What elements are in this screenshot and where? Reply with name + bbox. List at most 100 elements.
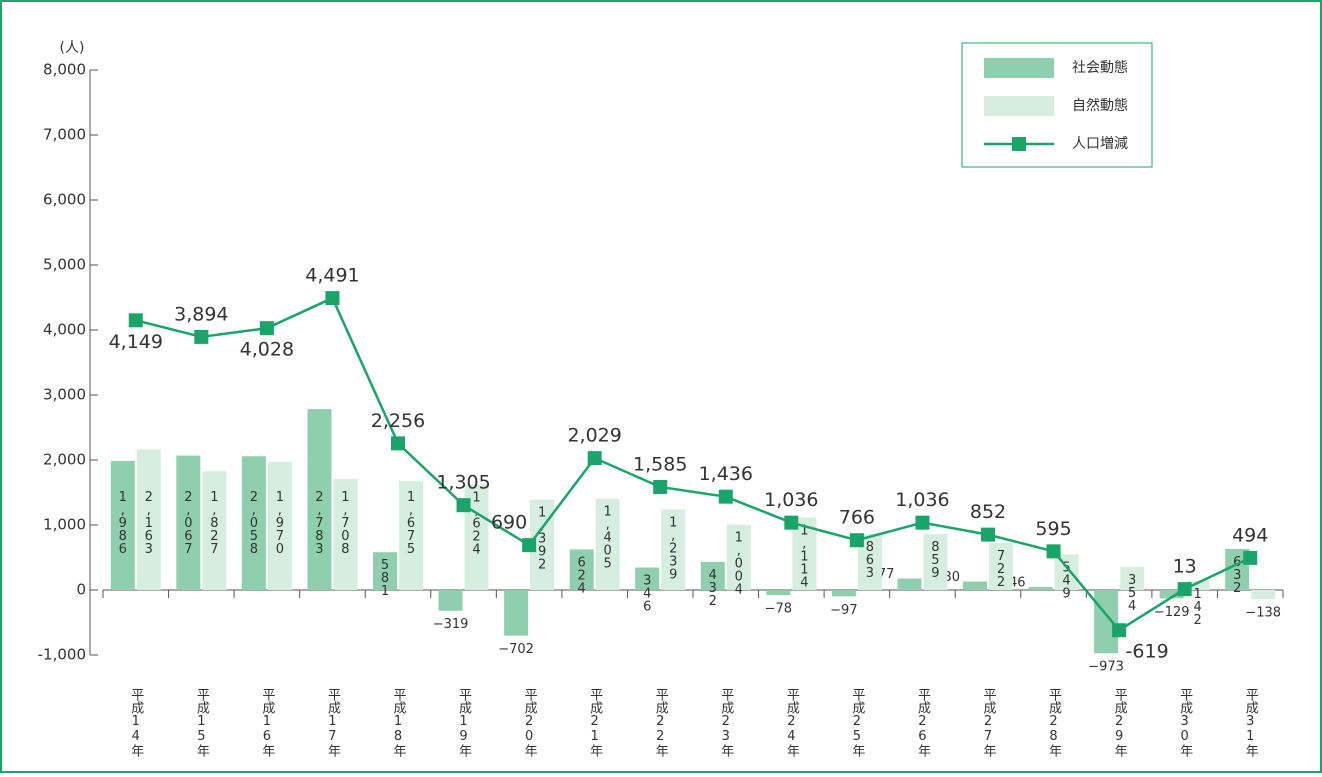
x-tick-label: 平成19年 — [456, 688, 472, 757]
bar — [831, 590, 856, 597]
bar — [1251, 590, 1276, 599]
line-marker — [259, 321, 274, 336]
line-marker — [587, 451, 602, 466]
line-marker — [1046, 544, 1061, 559]
line-marker — [1243, 550, 1258, 565]
data-label: 432 — [705, 568, 720, 607]
line-marker — [653, 479, 668, 494]
x-tick-label: 平成26年 — [915, 688, 931, 757]
line-label: 494 — [1232, 524, 1268, 546]
data-label: 46 — [1009, 576, 1026, 591]
x-tick-label: 平成21年 — [587, 688, 603, 757]
line-label: 1,305 — [436, 472, 490, 494]
x-tick-label: 平成28年 — [1046, 688, 1062, 757]
legend-swatch — [984, 58, 1054, 78]
bar — [1185, 580, 1210, 590]
bar — [241, 456, 266, 590]
line-marker — [391, 436, 405, 451]
data-label: 2,163 — [141, 490, 156, 555]
data-label: 1,004 — [731, 531, 746, 596]
data-label: 142 — [1190, 587, 1205, 626]
bar — [373, 552, 397, 590]
line-label: 3,894 — [174, 303, 228, 325]
x-tick-label: 平成14年 — [128, 688, 144, 757]
data-label: 722 — [994, 549, 1009, 588]
x-tick-label: 平成25年 — [849, 688, 865, 757]
bar — [1159, 590, 1184, 599]
bar — [136, 449, 161, 590]
legend-label: 人口増減 — [1072, 135, 1128, 152]
y-axis-label: (人) — [60, 40, 85, 56]
line-label: 13 — [1173, 556, 1197, 578]
line-marker — [849, 533, 864, 548]
line-marker — [718, 489, 733, 504]
x-tick-label: 平成22年 — [653, 688, 669, 757]
legend-swatch — [984, 96, 1054, 116]
line-label: 1,036 — [895, 489, 949, 511]
bar — [399, 481, 423, 590]
bar — [438, 590, 463, 611]
bar — [1028, 587, 1053, 590]
line-marker — [784, 515, 799, 530]
line-label: 1,436 — [699, 463, 753, 485]
data-label: −702 — [498, 642, 534, 657]
x-tick-label: 平成29年 — [1112, 688, 1128, 757]
bar — [110, 460, 135, 590]
y-tick-label: 2,000 — [43, 451, 86, 469]
bar — [897, 578, 922, 590]
line-label: 4,028 — [240, 339, 294, 361]
x-tick-label: 平成31年 — [1243, 688, 1259, 757]
bar — [1120, 566, 1145, 590]
line-marker — [915, 515, 930, 530]
x-tick-label: 平成17年 — [325, 688, 341, 757]
data-label: 2,058 — [246, 490, 261, 555]
data-label: 1,405 — [600, 505, 615, 570]
bar — [766, 590, 791, 596]
line-marker — [194, 329, 209, 344]
x-tick-label: 平成20年 — [522, 688, 538, 757]
data-label: 1,114 — [797, 524, 812, 589]
y-tick-label: 4,000 — [43, 321, 86, 339]
x-tick-label: 平成27年 — [981, 688, 997, 757]
line-label: 1,585 — [633, 453, 687, 475]
line-marker — [128, 313, 143, 328]
line-label: 766 — [839, 507, 875, 529]
data-label: −973 — [1088, 660, 1124, 675]
data-label: 581 — [378, 558, 393, 597]
data-label: 1,708 — [338, 490, 353, 555]
line-label: 2,029 — [567, 425, 621, 447]
bar — [661, 509, 686, 590]
legend-swatch — [1012, 137, 1026, 151]
bar — [963, 581, 987, 590]
bar — [700, 561, 725, 590]
data-label: 1,827 — [207, 490, 222, 555]
data-label: 624 — [574, 555, 589, 594]
data-label: 2,783 — [312, 490, 327, 555]
line-marker — [1112, 623, 1127, 638]
bar — [176, 455, 201, 590]
bar — [307, 409, 332, 590]
line-marker — [981, 527, 995, 542]
bar — [504, 590, 529, 636]
data-label: 1,239 — [666, 515, 681, 580]
line-marker — [456, 498, 471, 513]
data-label: 1,392 — [535, 506, 550, 571]
y-tick-label: 1,000 — [43, 516, 86, 534]
bar — [1054, 554, 1079, 590]
line-label: 4,491 — [305, 265, 359, 287]
data-label: 863 — [862, 540, 877, 579]
y-tick-label: 0 — [76, 581, 86, 599]
y-tick-label: 5,000 — [43, 256, 86, 274]
legend-label: 社会動態 — [1072, 60, 1128, 76]
bar — [267, 461, 292, 590]
data-label: −97 — [830, 603, 857, 618]
data-label: 1,986 — [115, 490, 130, 555]
bar — [635, 567, 660, 590]
line-label: 1,036 — [764, 489, 818, 511]
data-label: 859 — [928, 540, 943, 579]
line-label: -619 — [1126, 641, 1169, 663]
x-tick-label: 平成18年 — [391, 688, 407, 757]
data-label: 1,970 — [272, 490, 287, 555]
